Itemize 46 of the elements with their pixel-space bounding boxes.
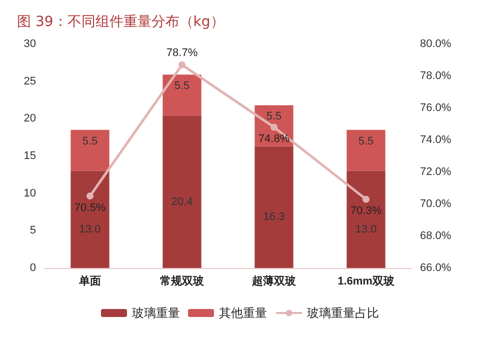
y2-tick-label: 76.0% — [420, 102, 452, 114]
bar — [346, 130, 386, 171]
data-label: 70.5% — [74, 202, 106, 214]
y-tick-label: 15 — [24, 150, 36, 162]
y-tick-label: 5 — [30, 224, 36, 237]
y2-tick-label: 70.0% — [420, 198, 452, 210]
data-label: 5.5 — [82, 135, 98, 148]
y2-tick-label: 72.0% — [420, 166, 452, 178]
x-tick-label: 单面 — [78, 274, 101, 288]
y-tick-label: 20 — [24, 112, 36, 125]
y2-tick-label: 66.0% — [420, 262, 452, 274]
data-label: 5.5 — [358, 135, 374, 148]
y-tick-label: 25 — [24, 75, 36, 88]
data-label: 74.8% — [258, 133, 290, 146]
legend-label: 玻璃重量 — [132, 306, 180, 320]
bar — [70, 170, 110, 268]
x-tick-label: 超薄双玻 — [251, 274, 297, 288]
y2-tick-label: 80.0% — [420, 38, 452, 50]
data-label: 78.7% — [166, 46, 198, 59]
y2-tick-label: 68.0% — [420, 230, 452, 242]
point — [178, 61, 186, 68]
y-tick-label: 30 — [24, 38, 36, 50]
data-label: 20.4 — [171, 196, 193, 208]
point — [270, 124, 278, 131]
y2-tick-label: 78.0% — [420, 70, 452, 82]
x-tick-label: 常规双玻 — [160, 274, 205, 288]
legend-label: 其他重量 — [219, 306, 267, 320]
bar — [254, 146, 294, 268]
bar — [346, 170, 386, 268]
legend-label: 玻璃重量占比 — [307, 306, 379, 320]
data-label: 13.0 — [355, 223, 377, 236]
point — [362, 196, 370, 203]
data-label: 5.5 — [174, 80, 190, 92]
y-tick-label: 0 — [30, 262, 36, 274]
y-tick-label: 10 — [24, 187, 36, 200]
x-tick-label: 1.6mm双玻 — [338, 274, 396, 288]
data-label: 70.3% — [350, 205, 382, 218]
bar — [162, 74, 202, 116]
bar — [162, 116, 202, 268]
bar — [70, 130, 110, 171]
data-label: 5.5 — [266, 110, 282, 123]
y2-tick-label: 74.0% — [420, 134, 452, 146]
point — [86, 192, 94, 200]
data-label: 13.0 — [79, 223, 101, 236]
chart-title: 图 39：不同组件重量分布（kg） — [17, 14, 224, 30]
data-label: 16.3 — [263, 211, 285, 224]
